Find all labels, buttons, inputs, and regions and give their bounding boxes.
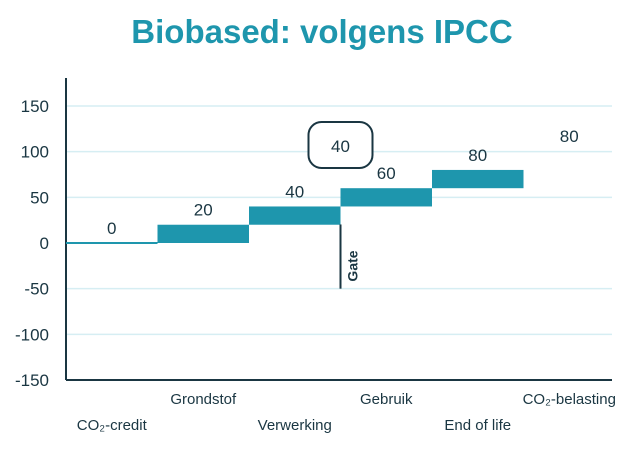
value-label: 80 — [560, 127, 579, 146]
value-label: 20 — [194, 201, 213, 220]
x-category-label: Grondstof — [170, 391, 237, 408]
bar-0 — [66, 242, 158, 244]
gate-label: Gate — [345, 250, 361, 281]
value-labels: 0 20 40 60 80 80 — [107, 127, 579, 238]
gate-value-label: 40 — [331, 137, 350, 156]
x-category-label: CO₂-belasting — [523, 391, 616, 408]
x-category-label: End of life — [444, 417, 511, 434]
x-category-label: Gebruik — [360, 391, 413, 408]
value-label: 60 — [377, 164, 396, 183]
chart-title: Biobased: volgens IPCC — [131, 13, 512, 50]
bar-1 — [157, 224, 249, 243]
x-category-label: Verwerking — [258, 417, 332, 434]
value-label: 0 — [107, 219, 116, 238]
x-category-label: CO₂-credit — [77, 417, 148, 434]
bar-3 — [340, 188, 432, 207]
y-tick-label: -100 — [15, 325, 49, 344]
y-tick-label: 100 — [21, 143, 49, 162]
gate-marker: 40 Gate — [307, 121, 374, 289]
y-tick-label: -150 — [15, 371, 49, 390]
y-axis: 150 100 50 0 -50 -100 -150 — [15, 78, 612, 390]
y-tick-label: 0 — [40, 234, 49, 253]
y-tick-label: 50 — [30, 188, 49, 207]
gate-value-box — [307, 121, 374, 169]
x-axis-labels: CO₂-credit Grondstof Verwerking Gebruik End … — [77, 391, 616, 434]
y-tick-label: -50 — [24, 280, 49, 299]
y-tick-label: 150 — [21, 97, 49, 116]
bars — [66, 169, 524, 244]
bar-4 — [432, 169, 524, 189]
bar-2 — [249, 206, 341, 225]
value-label: 40 — [285, 182, 304, 201]
value-label: 80 — [468, 146, 487, 165]
